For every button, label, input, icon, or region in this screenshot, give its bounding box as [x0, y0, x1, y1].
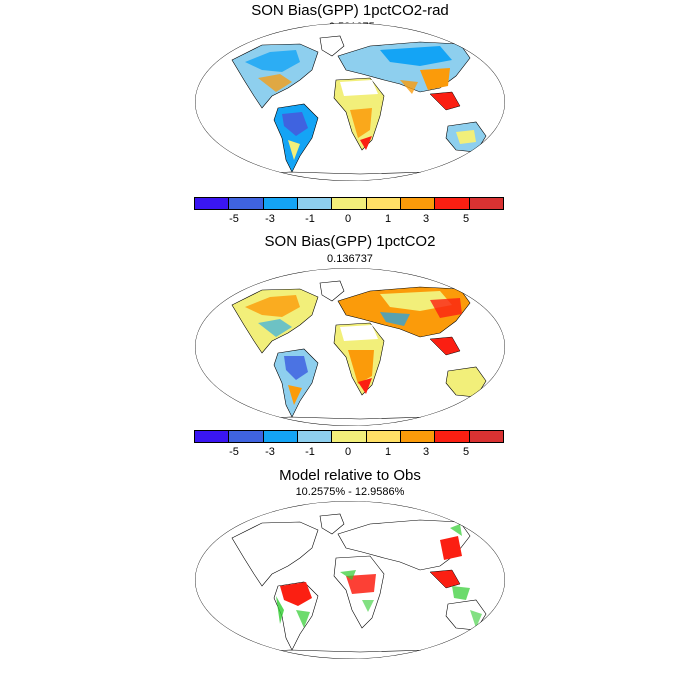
tick-label: 0 — [344, 213, 352, 225]
tick-label: 1 — [384, 213, 392, 225]
colorbar2-bin — [400, 431, 436, 442]
panel1-title: SON Bias(GPP) 1pctCO2-rad — [251, 2, 449, 19]
tick-label: -5 — [229, 446, 239, 458]
colorbar1-bin — [400, 198, 436, 209]
colorbar2-bin — [332, 431, 367, 442]
colorbar1-bin — [332, 198, 367, 209]
tick-label: 3 — [422, 446, 430, 458]
colorbar2-ticks: -5 -3 -1 0 1 3 5 — [194, 446, 504, 460]
colorbar1-ticks: -5 -3 -1 0 1 3 5 — [194, 213, 504, 227]
tick-label: 5 — [462, 213, 470, 225]
colorbar-2 — [194, 430, 504, 443]
colorbar2-bin — [469, 431, 503, 442]
colorbar-1 — [194, 197, 504, 210]
map1 — [195, 23, 505, 181]
panel2-subtitle: 0.136737 — [327, 253, 373, 265]
colorbar2-bin — [297, 431, 333, 442]
colorbar1-bin — [229, 198, 264, 209]
tick-label: 1 — [384, 446, 392, 458]
tick-label: -5 — [229, 213, 239, 225]
colorbar2-bin — [263, 431, 298, 442]
tick-label: -3 — [265, 446, 275, 458]
colorbar2-bin — [195, 431, 230, 442]
panel3-subtitle: 10.2575% - 12.9586% — [295, 486, 405, 498]
colorbar1-bin — [469, 198, 503, 209]
colorbar1-bin — [435, 198, 470, 209]
tick-label: 5 — [462, 446, 470, 458]
colorbar1-bin — [195, 198, 230, 209]
tick-label: 0 — [344, 446, 352, 458]
colorbar1-bin — [366, 198, 401, 209]
map3 — [195, 501, 505, 659]
tick-label: -3 — [265, 213, 275, 225]
panel2-title: SON Bias(GPP) 1pctCO2 — [264, 233, 436, 250]
panel3-title: Model relative to Obs — [279, 467, 421, 484]
tick-label: -1 — [305, 446, 315, 458]
colorbar2-bin — [435, 431, 470, 442]
map2 — [195, 268, 505, 426]
colorbar2-bin — [229, 431, 264, 442]
colorbar1-bin — [263, 198, 298, 209]
tick-label: 3 — [422, 213, 430, 225]
colorbar1-bin — [297, 198, 333, 209]
tick-label: -1 — [305, 213, 315, 225]
colorbar2-bin — [366, 431, 401, 442]
